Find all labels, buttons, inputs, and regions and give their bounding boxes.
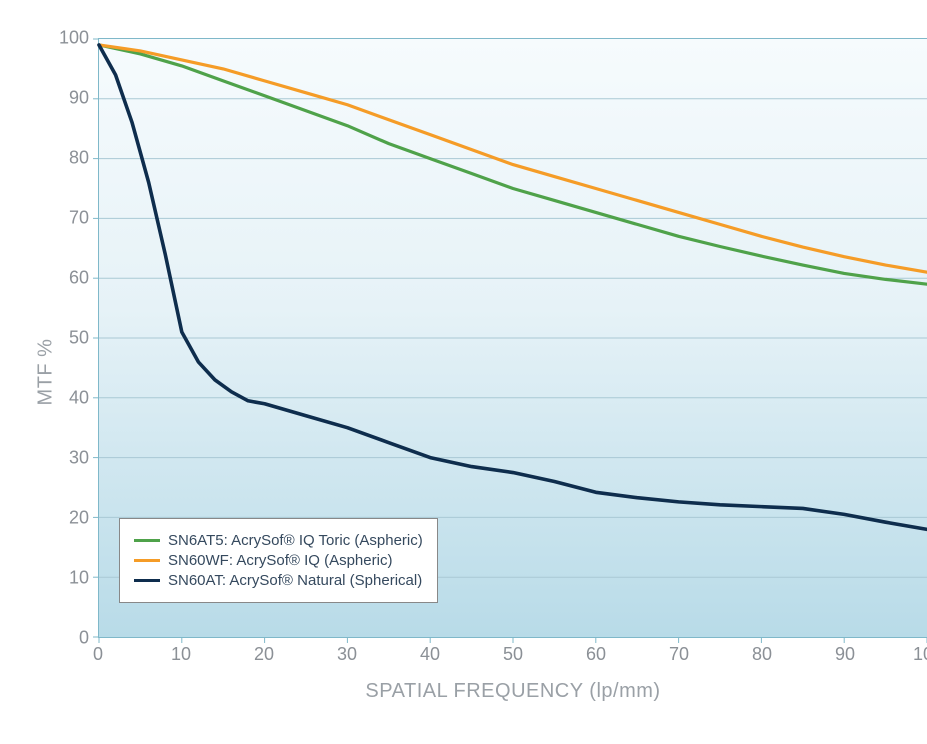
y-tick-label: 60: [39, 268, 89, 289]
legend-swatch: [134, 539, 160, 542]
legend: SN6AT5: AcrySof® IQ Toric (Aspheric) SN60…: [119, 518, 438, 603]
y-tick-label: 10: [39, 568, 89, 589]
y-tick-label: 40: [39, 388, 89, 409]
x-tick-label: 80: [752, 644, 772, 665]
x-tick-label: 0: [93, 644, 103, 665]
legend-label: SN60AT: AcrySof® Natural (Spherical): [168, 572, 422, 589]
y-tick-label: 30: [39, 448, 89, 469]
y-tick-label: 100: [39, 28, 89, 49]
series-sn60at: [99, 45, 927, 529]
x-tick-label: 10: [171, 644, 191, 665]
x-tick-label: 70: [669, 644, 689, 665]
legend-item-sn60wf: SN60WF: AcrySof® IQ (Aspheric): [134, 552, 423, 569]
legend-item-sn6at5: SN6AT5: AcrySof® IQ Toric (Aspheric): [134, 532, 423, 549]
legend-swatch: [134, 559, 160, 562]
x-tick-label: 60: [586, 644, 606, 665]
x-axis-label: SPATIAL FREQUENCY (lp/mm): [98, 680, 927, 703]
x-tick-label: 40: [420, 644, 440, 665]
legend-label: SN60WF: AcrySof® IQ (Aspheric): [168, 552, 392, 569]
legend-label: SN6AT5: AcrySof® IQ Toric (Aspheric): [168, 532, 423, 549]
y-tick-label: 90: [39, 88, 89, 109]
x-tick-label: 20: [254, 644, 274, 665]
y-tick-label: 80: [39, 148, 89, 169]
y-tick-label: 20: [39, 508, 89, 529]
x-tick-label: 100: [913, 644, 927, 665]
x-tick-label: 50: [503, 644, 523, 665]
y-tick-label: 0: [39, 628, 89, 649]
mtf-chart: MTF % SPATIAL FREQUENCY (lp/mm) 01020304…: [20, 20, 927, 724]
legend-swatch: [134, 579, 160, 582]
x-tick-label: 90: [835, 644, 855, 665]
x-tick-label: 30: [337, 644, 357, 665]
y-tick-label: 50: [39, 328, 89, 349]
y-tick-label: 70: [39, 208, 89, 229]
legend-item-sn60at: SN60AT: AcrySof® Natural (Spherical): [134, 572, 423, 589]
